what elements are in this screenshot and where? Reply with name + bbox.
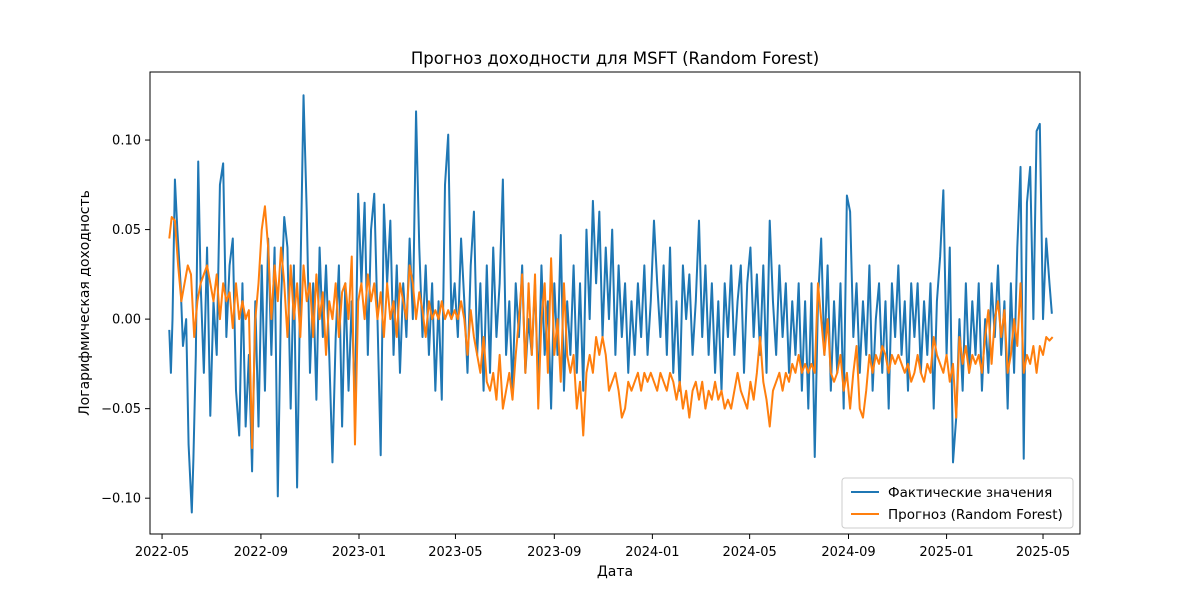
y-tick-label: 0.10 [112,134,141,149]
x-tick-label: 2024-09 [821,545,875,560]
y-tick-label: 0.00 [112,313,141,328]
series-layer [168,94,1054,514]
x-tick-label: 2023-09 [527,545,581,560]
chart-title: Прогноз доходности для MSFT (Random Fore… [411,49,819,68]
x-axis: 2022-05 2022-09 2023-01 2023-05 2023-09 2024-… [135,534,1070,560]
y-axis: −0.10 −0.05 0.00 0.05 0.10 [101,134,150,507]
legend: Фактические значения Прогноз (Random For… [841,477,1074,529]
x-tick-label: 2022-05 [135,545,189,560]
y-axis-label: Логарифмическая доходность [77,190,93,416]
x-tick-label: 2023-01 [332,545,386,560]
x-tick-label: 2022-09 [234,545,288,560]
x-tick-label: 2024-05 [722,545,776,560]
legend-box [841,477,1074,529]
legend-label-forecast: Прогноз (Random Forest) [888,507,1063,523]
y-tick-label: −0.05 [101,402,141,417]
x-tick-label: 2025-05 [1016,545,1070,560]
x-tick-label: 2024-01 [625,545,679,560]
x-tick-label: 2023-05 [428,545,482,560]
series-line-actual [168,94,1053,514]
y-tick-label: 0.05 [112,223,141,238]
x-tick-label: 2025-01 [919,545,973,560]
x-axis-label: Дата [597,564,633,580]
series-line-forecast [168,205,1054,450]
legend-label-actual: Фактические значения [888,485,1052,501]
y-tick-label: −0.10 [101,492,141,507]
plot-frame [149,71,1081,535]
